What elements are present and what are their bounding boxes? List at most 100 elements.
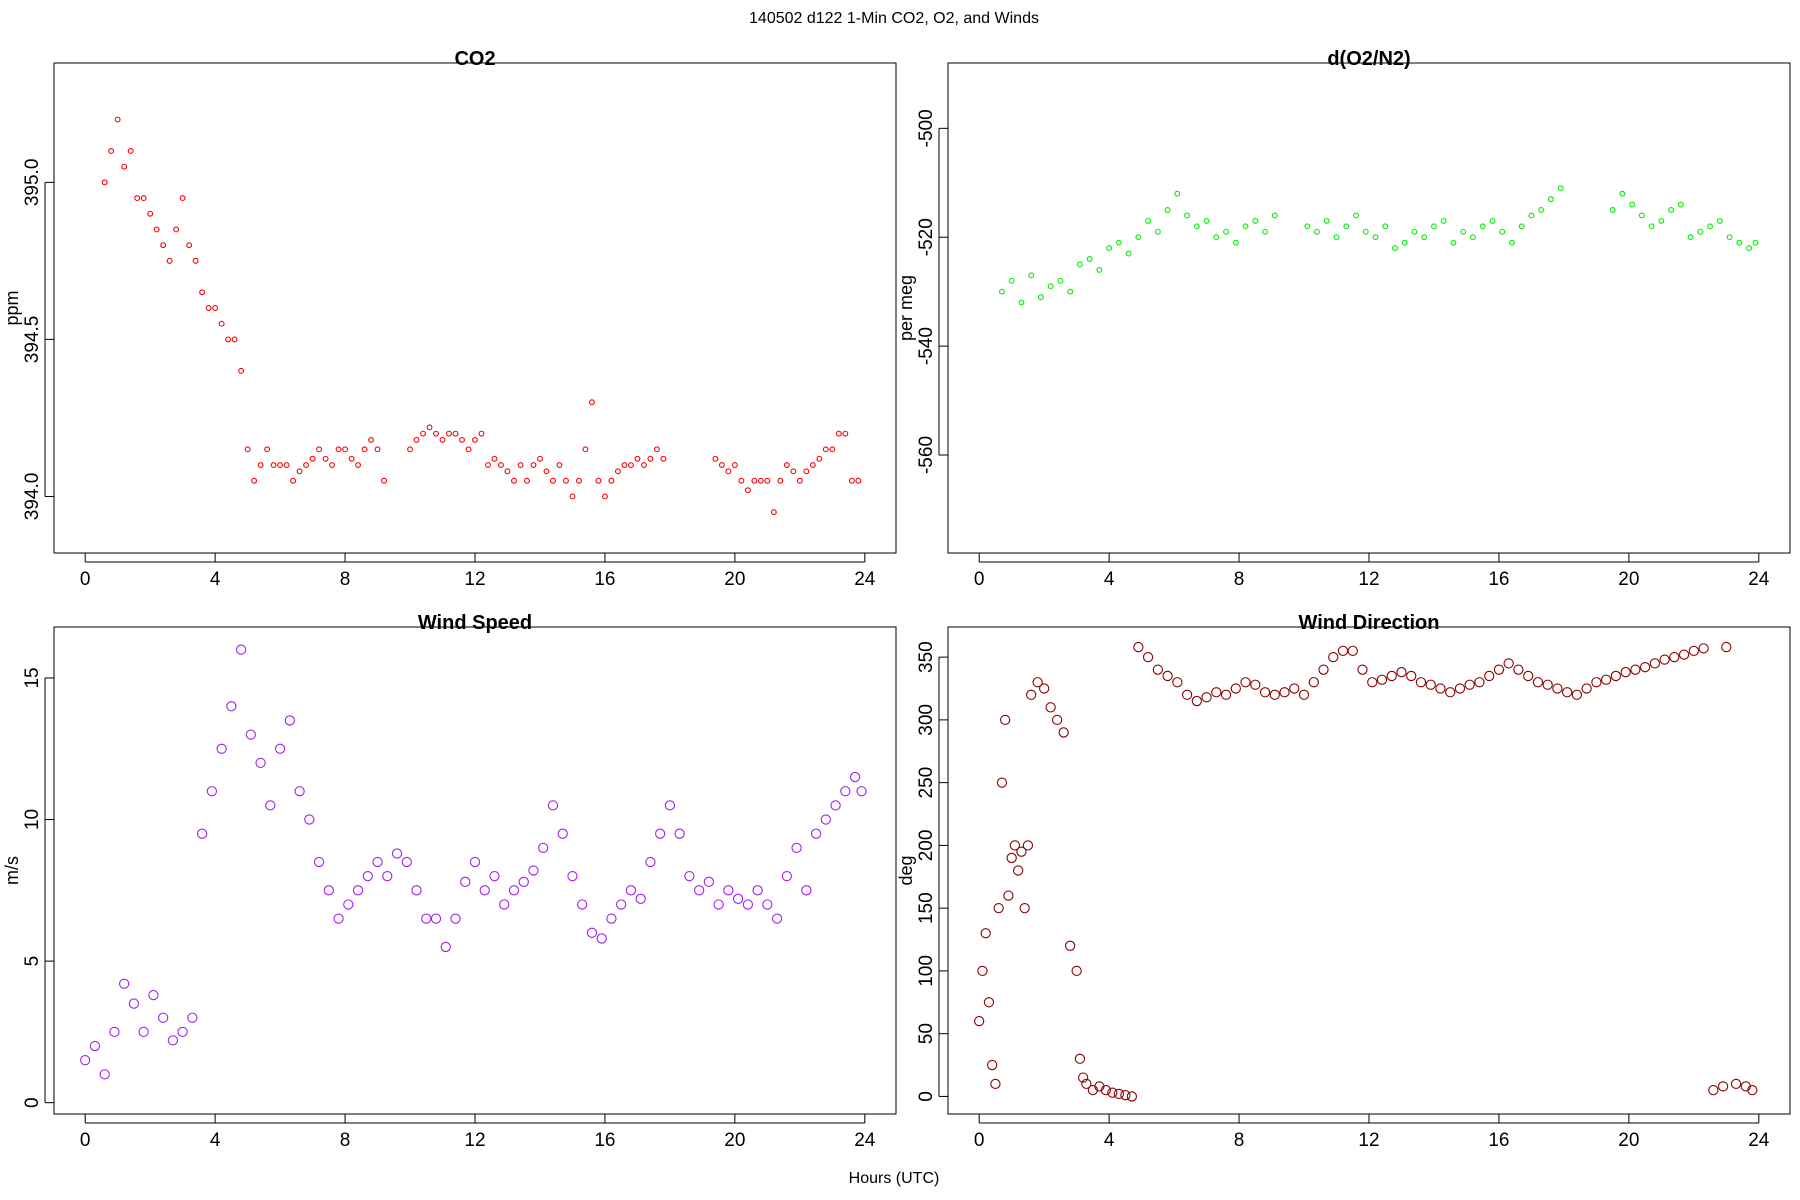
- o2n2-data-point: [1687, 234, 1694, 241]
- o2n2-axis-ticks: 0 4 8 12 16 20 24 -560 -540 -520 -500: [916, 109, 1770, 590]
- wind-direction-data-point: [1318, 664, 1329, 675]
- co2-data-point: [452, 430, 459, 437]
- wind-direction-data-point: [1071, 965, 1082, 977]
- co2-data-point: [426, 424, 433, 431]
- co2-data-point: [192, 257, 199, 264]
- co2-xtick-label: 0: [80, 569, 91, 590]
- wind-speed-data-point: [89, 1040, 101, 1052]
- wind-speed-data-point: [255, 757, 266, 769]
- co2-points: [101, 116, 862, 516]
- wind-speed-data-point: [421, 913, 432, 924]
- co2-data-point: [751, 477, 758, 484]
- wind-speed-xtick-label: 20: [724, 1130, 745, 1151]
- co2-data-point: [342, 446, 349, 453]
- co2-data-point: [855, 477, 862, 484]
- wind-direction-data-point: [1162, 670, 1173, 682]
- wind-speed-data-point: [820, 814, 831, 825]
- co2-data-point: [660, 455, 667, 462]
- wind-direction-data-point: [1600, 674, 1612, 685]
- wind-direction-data-point: [1077, 1072, 1089, 1083]
- co2-data-point: [647, 455, 654, 462]
- wind-speed-xtick-label: 0: [80, 1130, 91, 1151]
- o2n2-data-point: [1262, 228, 1268, 235]
- wind-direction-data-point: [1279, 687, 1290, 698]
- wind-direction-data-point: [1308, 677, 1319, 688]
- wind-speed-data-point: [557, 828, 568, 839]
- wind-speed-data-point: [333, 913, 344, 924]
- wind-direction-data-point: [1730, 1078, 1742, 1090]
- wind-direction-data-point: [1032, 677, 1043, 688]
- co2-data-point: [770, 509, 777, 516]
- o2n2-xtick-label: 12: [1358, 569, 1379, 590]
- wind-direction-data-point: [1532, 677, 1544, 688]
- o2n2-data-point: [1086, 256, 1093, 262]
- co2-data-point: [290, 477, 297, 484]
- wind-direction-data-point: [1142, 651, 1154, 663]
- wind-direction-data-point: [1708, 1085, 1719, 1096]
- o2n2-data-point: [1518, 223, 1525, 230]
- wind-direction-data-point: [1484, 670, 1495, 682]
- o2n2-data-point: [1028, 272, 1035, 279]
- o2n2-data-point: [1106, 245, 1113, 252]
- wind-speed-data-point: [265, 800, 276, 811]
- wind-direction-ytick-label: 150: [916, 892, 937, 924]
- wind-direction-data-point: [1181, 689, 1193, 700]
- wind-direction-data-point: [1717, 1081, 1729, 1092]
- co2-data-point: [283, 462, 290, 469]
- o2n2-data-point: [1242, 223, 1249, 230]
- co2-data-point: [621, 462, 628, 469]
- wind-direction-data-point: [987, 1059, 998, 1071]
- o2n2-xtick-label: 24: [1748, 569, 1770, 590]
- wind-speed-data-point: [684, 871, 695, 882]
- wind-direction-ytick-label: 0: [916, 1091, 937, 1102]
- co2-data-point: [725, 468, 732, 475]
- o2n2-data-point: [1193, 223, 1200, 230]
- wind-direction-data-point: [1523, 670, 1534, 682]
- co2-ytick-label: 394.0: [22, 473, 43, 521]
- co2-data-point: [407, 446, 413, 453]
- o2n2-data-point: [1648, 223, 1655, 230]
- o2n2-data-point: [1629, 201, 1636, 208]
- wind-direction-data-point: [1019, 903, 1030, 914]
- wind-direction-data-point: [1126, 1091, 1138, 1102]
- wind-direction-data-point: [1347, 645, 1358, 656]
- o2n2-plot-frame: [947, 62, 1791, 554]
- co2-data-point: [478, 430, 485, 437]
- o2n2-ytick-label: -540: [916, 327, 937, 365]
- co2-data-point: [160, 242, 167, 249]
- wind-speed-ytick-label: 0: [22, 1097, 43, 1108]
- o2n2-data-point: [1164, 207, 1171, 213]
- co2-data-point: [576, 477, 582, 484]
- wind-direction-data-point: [1107, 1087, 1118, 1098]
- o2n2-data-point: [1047, 283, 1054, 290]
- wind-speed-data-point: [547, 800, 559, 811]
- co2-data-point: [543, 468, 550, 475]
- o2n2-data-point: [1489, 217, 1496, 224]
- o2n2-data-point: [1135, 234, 1142, 241]
- o2n2-data-point: [1638, 212, 1645, 219]
- o2n2-data-point: [1314, 228, 1320, 235]
- wind-speed-data-point: [655, 828, 666, 839]
- wind-direction-data-point: [1201, 692, 1212, 703]
- wind-direction-data-point: [1542, 679, 1553, 690]
- wind-direction-data-point: [1591, 677, 1602, 688]
- wind-direction-ytick-label: 100: [916, 955, 937, 987]
- wind-speed-data-point: [596, 933, 607, 944]
- o2n2-data-point: [1470, 234, 1476, 241]
- o2n2-data-point: [1697, 228, 1704, 235]
- co2-ytick-label: 395.0: [22, 159, 43, 207]
- co2-data-point: [368, 436, 374, 443]
- wind-direction-data-point: [1649, 658, 1661, 669]
- wind-direction-ytick-label: 250: [916, 767, 937, 799]
- co2-data-point: [783, 462, 790, 469]
- wind-direction-axis-ticks: 0 4 8 12 16 20 24 0 50 100 150 200 250 300 350: [916, 641, 1770, 1151]
- wind-direction-data-point: [977, 965, 988, 977]
- wind-speed-data-point: [489, 871, 500, 882]
- o2n2-data-point: [1746, 245, 1753, 252]
- co2-data-point: [186, 242, 193, 249]
- wind-speed-data-point: [664, 800, 676, 811]
- co2-data-point: [614, 468, 621, 475]
- o2n2-xtick-label: 16: [1488, 569, 1509, 590]
- wind-speed-data-point: [849, 771, 861, 783]
- wind-speed-data-point: [791, 842, 802, 853]
